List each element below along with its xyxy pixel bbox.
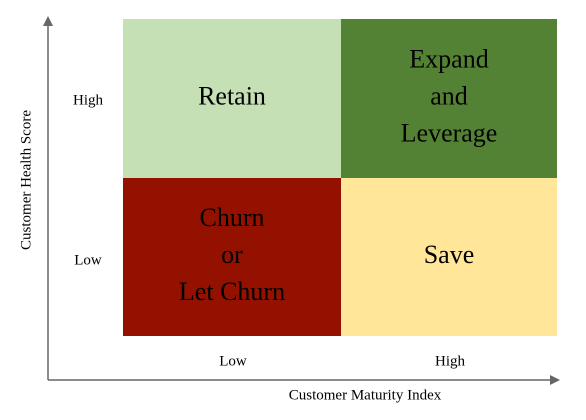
quadrant-label: Save — [424, 240, 475, 269]
x-label: Low — [219, 353, 247, 369]
x-label: High — [435, 353, 466, 369]
quadrant-label: Leverage — [401, 118, 498, 147]
quadrant-label: Churn — [200, 203, 265, 232]
y-label: Low — [74, 252, 102, 268]
quadrant-label: Expand — [409, 44, 488, 73]
quadrant — [123, 19, 341, 178]
y-label: High — [73, 92, 104, 108]
quadrant — [123, 178, 341, 336]
y-axis-title: Customer Health Score — [18, 110, 34, 250]
quadrant — [341, 178, 557, 336]
quadrant-label: Let Churn — [179, 277, 285, 306]
quadrant — [341, 19, 557, 178]
quadrant-label: or — [221, 240, 243, 269]
x-axis-title: Customer Maturity Index — [289, 387, 442, 403]
quadrant-label: Retain — [198, 81, 266, 110]
quadrant-label: and — [430, 81, 468, 110]
